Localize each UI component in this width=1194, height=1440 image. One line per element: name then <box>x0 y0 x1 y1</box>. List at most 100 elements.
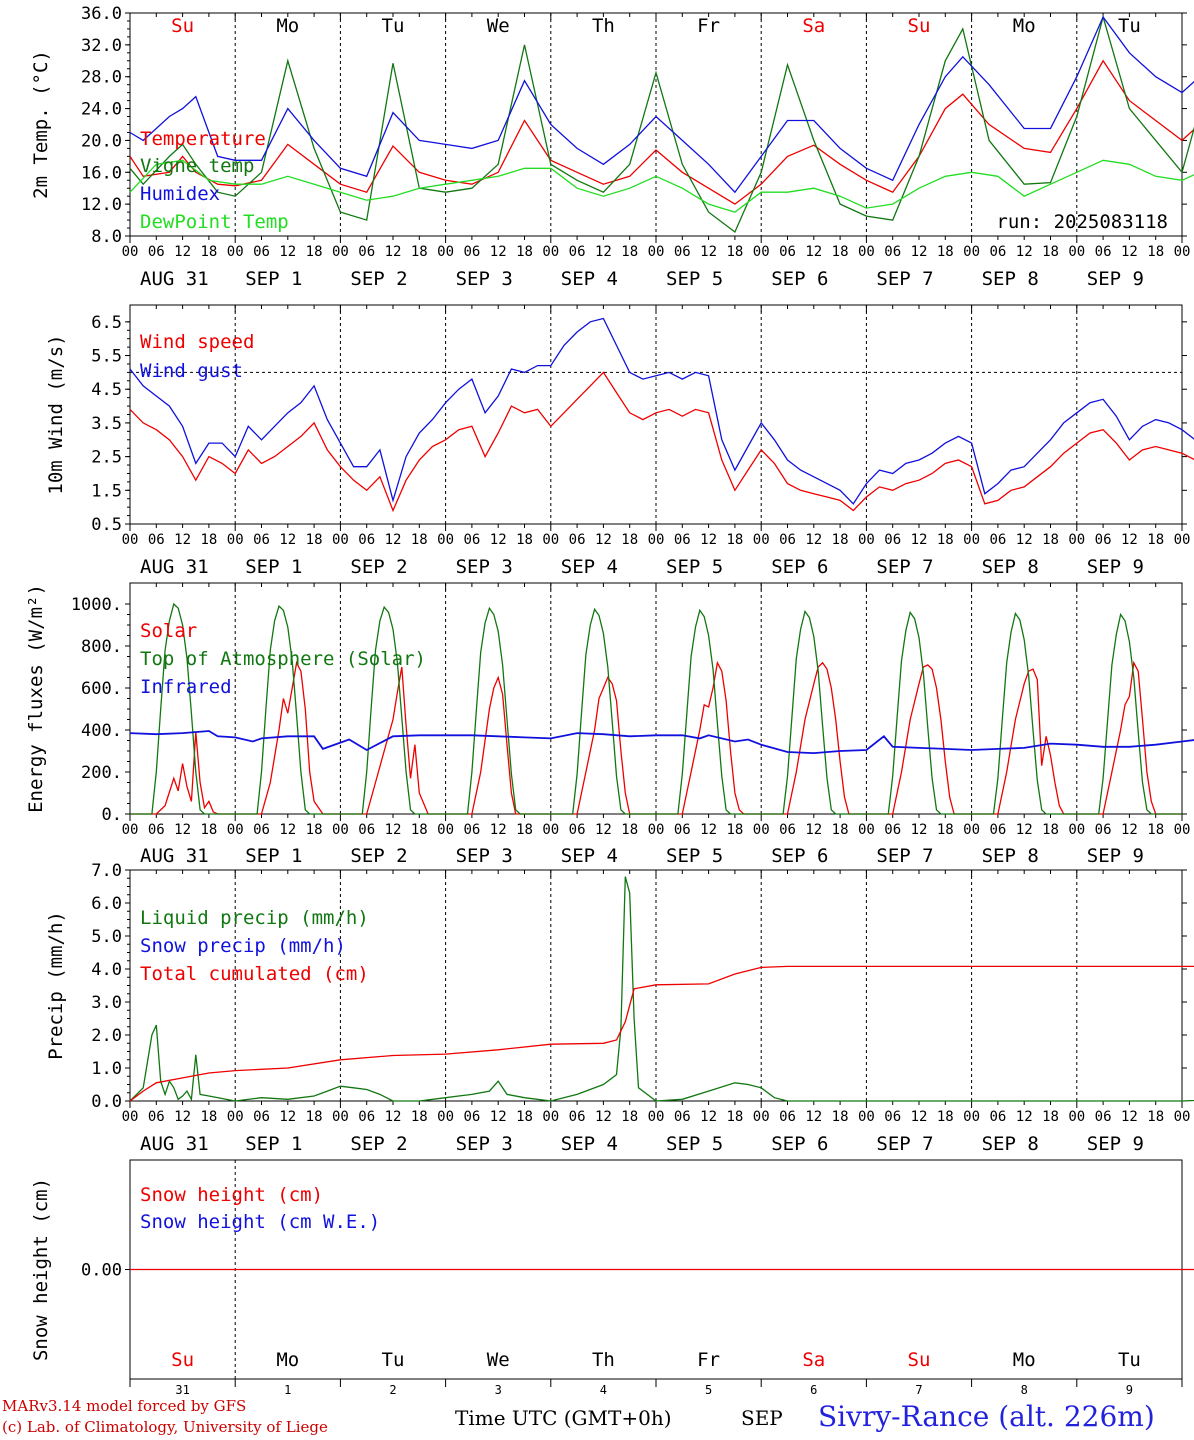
hour-tick-label: 06 <box>989 1109 1006 1125</box>
day-number: 1 <box>284 1383 291 1395</box>
series-line-solar <box>130 660 1182 815</box>
y-tick-label: 1000. <box>71 595 122 615</box>
date-label: SEP 1 <box>245 556 302 578</box>
date-label: SEP 9 <box>1087 1133 1144 1155</box>
hour-tick-label: 12 <box>174 822 191 838</box>
hour-tick-label: 00 <box>963 532 980 548</box>
y-tick-label: 7.0 <box>91 861 122 881</box>
hour-tick-label: 06 <box>148 244 165 260</box>
hour-tick-label: 12 <box>595 822 612 838</box>
y-tick-label: 400. <box>81 721 122 741</box>
y-tick-label: 1.0 <box>91 1059 122 1079</box>
date-label: SEP 9 <box>1087 556 1144 578</box>
legend-entry: Wind speed <box>140 331 254 353</box>
hour-tick-label: 00 <box>1068 532 1085 548</box>
series-line-total-cumulated-cm- <box>129 965 1194 1102</box>
y-tick-label: 0. <box>102 805 122 825</box>
y-axis-label: Energy fluxes (W/m²) <box>25 584 47 813</box>
hour-tick-label: 18 <box>1042 822 1059 838</box>
hour-tick-label: 12 <box>490 244 507 260</box>
date-label: SEP 4 <box>561 268 618 290</box>
weekday-label: Tu <box>382 1349 405 1371</box>
hour-tick-label: 00 <box>227 244 244 260</box>
hour-tick-label: 06 <box>463 822 480 838</box>
hour-tick-label: 00 <box>542 1109 559 1125</box>
hour-tick-label: 18 <box>516 244 533 260</box>
hour-tick-label: 12 <box>174 1109 191 1125</box>
date-label: SEP 7 <box>876 845 933 867</box>
date-label: SEP 6 <box>771 1133 828 1155</box>
hour-tick-label: 12 <box>174 244 191 260</box>
hour-tick-label: 18 <box>621 244 638 260</box>
weekday-label: Su <box>908 1349 931 1371</box>
hour-tick-label: 06 <box>1095 244 1112 260</box>
series-line-wind-gust <box>129 317 1194 505</box>
model-credit: MARv3.14 model forced by GFS <box>2 1397 247 1415</box>
date-label: SEP 2 <box>350 268 407 290</box>
date-label: SEP 7 <box>876 268 933 290</box>
hour-tick-label: 00 <box>1068 822 1085 838</box>
hour-tick-label: 06 <box>884 532 901 548</box>
weekday-label: Sa <box>802 15 825 37</box>
hour-tick-label: 18 <box>1147 822 1164 838</box>
hour-tick-label: 18 <box>516 1109 533 1125</box>
hour-tick-label: 06 <box>463 1109 480 1125</box>
series-line-wind-speed <box>129 371 1194 513</box>
hour-tick-label: 18 <box>411 1109 428 1125</box>
hour-tick-label: 12 <box>279 244 296 260</box>
date-label: SEP 3 <box>456 845 513 867</box>
y-tick-label: 800. <box>81 637 122 657</box>
weekday-label: Th <box>592 15 615 37</box>
run-annotation: run: 2025083118 <box>996 211 1168 233</box>
date-label: SEP 1 <box>245 268 302 290</box>
hour-tick-label: 12 <box>385 1109 402 1125</box>
hour-tick-label: 06 <box>569 1109 586 1125</box>
y-tick-label: 36.0 <box>81 4 122 24</box>
hour-tick-label: 00 <box>858 532 875 548</box>
hour-tick-label: 18 <box>200 822 217 838</box>
weekday-label: Su <box>171 1349 194 1371</box>
series-line-infrared <box>129 730 1194 755</box>
hour-tick-label: 00 <box>437 244 454 260</box>
date-label: SEP 9 <box>1087 845 1144 867</box>
hour-tick-label: 18 <box>411 532 428 548</box>
hour-tick-label: 00 <box>122 822 139 838</box>
hour-tick-label: 00 <box>122 1109 139 1125</box>
date-label: SEP 3 <box>456 556 513 578</box>
hour-tick-label: 00 <box>332 532 349 548</box>
date-label: AUG 31 <box>140 556 209 578</box>
chart-panel-5: 0.00 Snow height (cm) Snow height (cm) Snow… <box>30 1159 1194 1395</box>
legend-entry: Snow height (cm W.E.) <box>140 1211 380 1233</box>
hour-tick-label: 12 <box>595 244 612 260</box>
hour-tick-label: 12 <box>911 244 928 260</box>
y-tick-label: 16.0 <box>81 163 122 183</box>
hour-tick-label: 06 <box>253 244 270 260</box>
hour-tick-label: 12 <box>1121 822 1138 838</box>
y-tick-label: 8.0 <box>91 227 122 247</box>
date-label: SEP 6 <box>771 268 828 290</box>
hour-tick-label: 06 <box>779 244 796 260</box>
hour-tick-label: 18 <box>832 822 849 838</box>
hour-tick-label: 12 <box>1121 1109 1138 1125</box>
hour-tick-label: 00 <box>542 822 559 838</box>
hour-tick-label: 06 <box>253 822 270 838</box>
hour-tick-label: 06 <box>358 244 375 260</box>
weekday-label: Fr <box>697 1349 720 1371</box>
hour-tick-label: 06 <box>674 532 691 548</box>
date-label: SEP 3 <box>456 268 513 290</box>
legend-entry: Infrared <box>140 676 232 698</box>
hour-tick-label: 06 <box>674 1109 691 1125</box>
hour-tick-label: 18 <box>516 532 533 548</box>
hour-tick-label: 18 <box>937 532 954 548</box>
y-tick-label: 28.0 <box>81 68 122 88</box>
hour-tick-label: 06 <box>989 822 1006 838</box>
legend-entry: Snow height (cm) <box>140 1184 323 1206</box>
hour-tick-label: 12 <box>805 1109 822 1125</box>
weekday-label: Mo <box>276 15 299 37</box>
hour-tick-label: 18 <box>1042 532 1059 548</box>
hour-tick-label: 12 <box>1016 532 1033 548</box>
date-label: SEP 5 <box>666 556 723 578</box>
day-number: 3 <box>495 1383 502 1395</box>
hour-tick-label: 00 <box>437 1109 454 1125</box>
hour-tick-label: 00 <box>227 822 244 838</box>
